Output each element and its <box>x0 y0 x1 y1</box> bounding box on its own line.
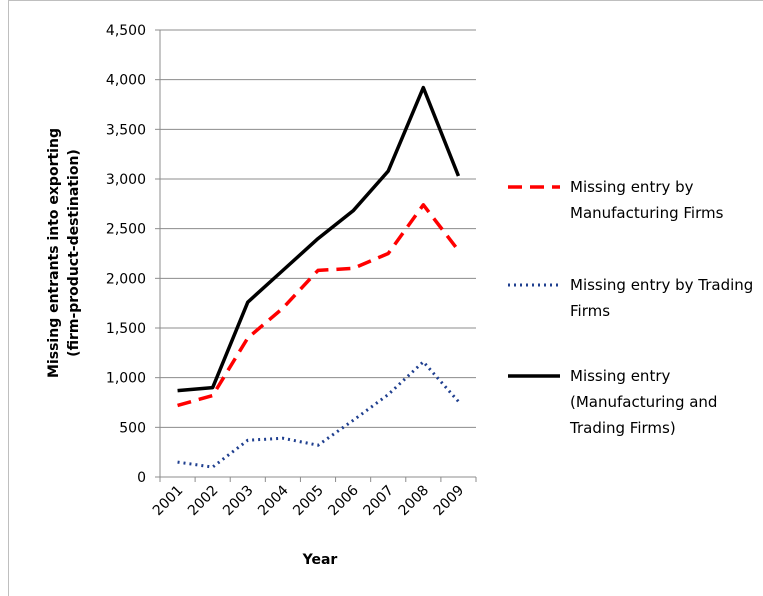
x-tick-label: 2002 <box>185 483 222 520</box>
x-tick-label: 2003 <box>220 483 257 520</box>
legend-label: Missing entry (Manufacturing and Trading… <box>570 367 718 437</box>
y-tick-label: 500 <box>119 420 146 436</box>
frame <box>8 0 763 596</box>
x-tick-label: 2001 <box>150 483 187 520</box>
y-tick-label: 1,500 <box>106 321 146 337</box>
y-axis-title: Missing entrants into exporting <box>46 128 62 378</box>
y-tick-label: 2,500 <box>106 222 146 238</box>
x-tick-label: 2009 <box>431 483 468 520</box>
series-line <box>177 360 460 469</box>
legend-label: Missing entry by Manufacturing Firms <box>570 178 724 222</box>
x-tick-label: 2005 <box>290 483 327 520</box>
x-tick-label: 2008 <box>396 483 433 520</box>
x-tick-label: 2007 <box>361 483 398 520</box>
y-tick-label: 3,000 <box>106 172 146 188</box>
y-tick-label: 2,000 <box>106 271 146 287</box>
legend-label: Missing entry by Trading Firms <box>570 276 754 320</box>
y-tick-label: 0 <box>137 470 146 486</box>
series-line <box>177 85 461 393</box>
y-tick-label: 4,500 <box>106 23 146 39</box>
x-axis-title: Year <box>302 552 338 568</box>
x-tick-label: 2004 <box>255 482 292 519</box>
y-tick-label: 4,000 <box>106 73 146 89</box>
series-line <box>177 203 460 408</box>
y-axis-title: (firm-product-destination) <box>66 149 82 357</box>
x-tick-label: 2006 <box>325 482 362 519</box>
y-tick-label: 3,500 <box>106 122 146 138</box>
y-tick-label: 1,000 <box>106 371 146 387</box>
